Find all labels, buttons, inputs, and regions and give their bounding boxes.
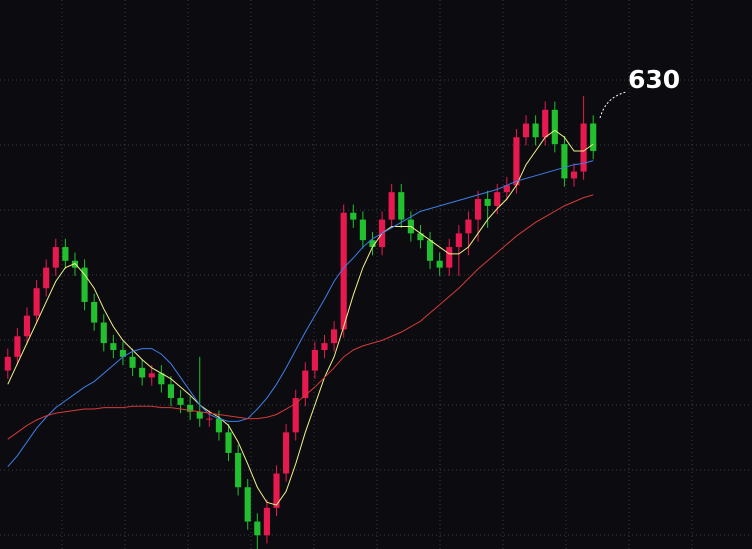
candle-body	[254, 521, 261, 536]
candle-body	[129, 356, 136, 368]
candle-body	[119, 349, 127, 357]
candle-body	[331, 329, 338, 344]
candle-body	[177, 398, 184, 405]
candle-body	[398, 192, 405, 220]
candle-body	[263, 507, 270, 536]
annotation-leader	[599, 91, 627, 119]
candle-body	[81, 267, 88, 302]
candle-body	[513, 137, 520, 186]
candle-body	[494, 192, 501, 206]
moving-average-line	[7, 194, 594, 440]
candle-body	[43, 267, 50, 289]
candle-body	[484, 199, 491, 206]
candle-body	[292, 398, 299, 433]
candle-body	[417, 233, 424, 241]
candles	[4, 96, 597, 549]
candle-body	[551, 109, 558, 145]
moving-average-line	[7, 160, 594, 467]
candle-body	[4, 356, 11, 371]
annotation: 630	[628, 65, 680, 94]
candle-body	[350, 212, 357, 220]
candle-body	[570, 171, 578, 179]
candle-body	[100, 322, 107, 344]
candle-body	[187, 404, 194, 412]
candle-body	[302, 370, 309, 399]
candle-body	[196, 411, 203, 419]
candle-body	[148, 373, 155, 378]
candle-body	[388, 192, 395, 220]
candle-body	[465, 219, 472, 234]
candle-body	[158, 373, 165, 385]
candle-body	[340, 212, 347, 330]
candle-body	[235, 452, 242, 488]
candle-body	[542, 109, 549, 138]
candle-body	[225, 432, 232, 453]
candle-body	[561, 144, 568, 179]
candle-body	[215, 418, 222, 433]
candle-body	[474, 199, 482, 220]
candle-body	[436, 260, 443, 268]
candle-body	[503, 185, 510, 193]
candle-body	[359, 219, 366, 241]
candle-body	[590, 123, 597, 151]
candle-body	[311, 349, 318, 371]
candle-body	[139, 367, 146, 378]
candle-body	[580, 123, 587, 172]
candle-body	[33, 288, 40, 316]
candle-body	[23, 315, 31, 337]
candle-body	[455, 233, 462, 248]
moving-averages	[7, 129, 594, 506]
candle-body	[283, 432, 290, 474]
candle-body	[244, 487, 251, 522]
candle-body	[206, 418, 213, 420]
candle-body	[110, 343, 117, 350]
candle-body	[522, 123, 530, 138]
candle-body	[321, 343, 328, 350]
candle-body	[273, 473, 280, 508]
candle-body	[369, 240, 376, 248]
candle-body	[52, 247, 59, 268]
candle-body	[91, 301, 98, 323]
candle-body	[426, 240, 434, 261]
moving-average-line	[7, 129, 594, 506]
candle-body	[167, 384, 175, 399]
candle-body	[62, 247, 69, 261]
candle-body	[532, 123, 539, 138]
candle-body	[446, 247, 453, 268]
candle-body	[14, 336, 21, 357]
